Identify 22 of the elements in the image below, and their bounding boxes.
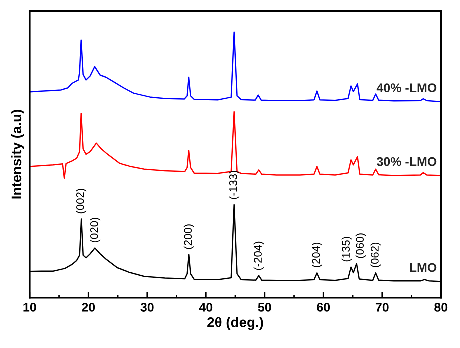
annotation: (-204): [254, 242, 264, 270]
annotation: (135): [342, 237, 352, 262]
x-tick-label: 50: [258, 303, 272, 312]
x-tick-label: 10: [24, 303, 36, 312]
annotation: (062): [370, 242, 382, 268]
y-axis-title: Intensity (a.u): [11, 110, 24, 199]
x-axis-title: 2θ (deg.): [208, 317, 264, 330]
x-tick-label: 30: [140, 303, 154, 312]
x-tick-label: 70: [376, 303, 389, 312]
annotation: (060): [356, 234, 366, 258]
x-tick-label: 40: [199, 303, 213, 312]
annotation: (002): [76, 189, 87, 214]
x-tick-label: 20: [82, 303, 96, 312]
annotation: (-133): [229, 171, 240, 200]
series-label: LMO: [410, 263, 437, 272]
x-tick-label: 80: [434, 303, 448, 312]
annotation: (200): [184, 224, 194, 250]
series-label: 30% -LMO: [377, 157, 437, 166]
annotation: (204): [312, 242, 322, 268]
x-tick-label: 60: [317, 303, 330, 312]
series-label: 40% -LMO: [376, 84, 437, 92]
annotation: (020): [90, 218, 101, 243]
